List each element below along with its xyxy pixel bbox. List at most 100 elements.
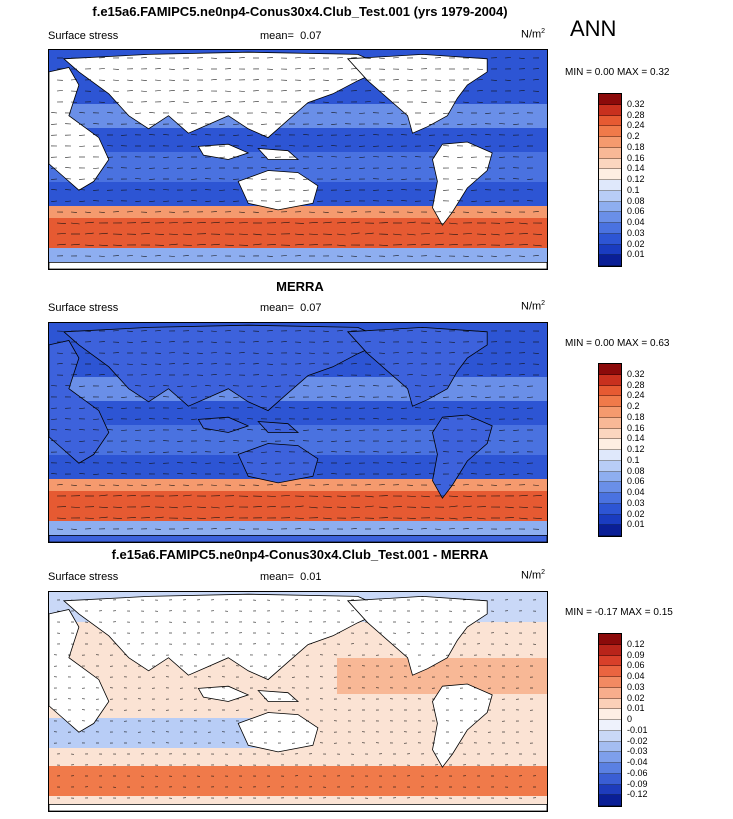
map-field-cell bbox=[391, 521, 409, 527]
map-field-cell bbox=[355, 116, 373, 122]
map-field-cell bbox=[499, 110, 517, 116]
wind-vector bbox=[51, 200, 58, 202]
wind-vector bbox=[98, 516, 108, 519]
map-field-cell bbox=[535, 796, 547, 802]
wind-vector bbox=[364, 341, 371, 343]
map-field-cell bbox=[463, 200, 481, 206]
map-field-cell bbox=[193, 485, 211, 491]
map-field-cell bbox=[337, 742, 355, 748]
map-field-cell bbox=[139, 230, 157, 236]
map-field-cell bbox=[121, 134, 139, 140]
map-field-cell bbox=[355, 766, 373, 772]
map-field-cell bbox=[481, 353, 499, 359]
map-field-cell bbox=[319, 248, 337, 254]
wind-vector bbox=[252, 243, 262, 246]
map-field-cell bbox=[175, 188, 193, 194]
map-field-cell bbox=[355, 790, 373, 796]
wind-vector bbox=[224, 330, 231, 332]
map-field-cell bbox=[409, 724, 427, 730]
map-field-cell bbox=[103, 188, 121, 194]
map-field-cell bbox=[193, 200, 211, 206]
map-field-cell bbox=[139, 772, 157, 778]
map-field-cell bbox=[535, 515, 547, 521]
wind-vector bbox=[84, 221, 94, 224]
map-field-cell bbox=[499, 86, 517, 92]
wind-vector bbox=[504, 79, 511, 81]
map-field-cell bbox=[391, 200, 409, 206]
wind-vector bbox=[98, 255, 105, 257]
map-field-cell bbox=[445, 778, 463, 784]
colorbar-swatch bbox=[599, 364, 621, 375]
map-field-cell bbox=[265, 491, 283, 497]
wind-vector bbox=[303, 429, 310, 431]
map-field-cell bbox=[301, 503, 319, 509]
map-field-cell bbox=[355, 682, 373, 688]
map-field-cell bbox=[373, 467, 391, 473]
map-field-cell bbox=[373, 730, 391, 736]
map-field-cell bbox=[391, 449, 409, 455]
map-field-cell bbox=[427, 212, 445, 218]
wind-vector bbox=[252, 352, 259, 354]
map-field-cell bbox=[193, 473, 211, 479]
map-field-cell bbox=[157, 437, 175, 443]
map-field-cell bbox=[85, 790, 103, 796]
map-field-cell bbox=[175, 182, 193, 188]
colorbar-swatch bbox=[599, 255, 621, 266]
map-field-cell bbox=[463, 395, 481, 401]
map-field-cell bbox=[193, 413, 211, 419]
map-field-cell bbox=[499, 640, 517, 646]
map-field-cell bbox=[301, 236, 319, 242]
map-field-cell bbox=[391, 784, 409, 790]
map-field-cell bbox=[301, 248, 319, 254]
wind-vector bbox=[448, 517, 458, 520]
map-field-cell bbox=[481, 730, 499, 736]
map-field-cell bbox=[445, 323, 463, 329]
map-field-cell bbox=[319, 140, 337, 146]
map-field-cell bbox=[499, 772, 517, 778]
map-field-cell bbox=[103, 437, 121, 443]
map-field-cell bbox=[319, 116, 337, 122]
map-field-cell bbox=[103, 443, 121, 449]
map-field-cell bbox=[535, 335, 547, 341]
map-field-cell bbox=[409, 431, 427, 437]
map-field-cell bbox=[193, 497, 211, 503]
map-field-cell bbox=[499, 365, 517, 371]
map-field-cell bbox=[139, 206, 157, 212]
wind-vector bbox=[513, 385, 520, 387]
map-field-cell bbox=[391, 176, 409, 182]
map-field-cell bbox=[67, 784, 85, 790]
map-field-cell bbox=[319, 224, 337, 230]
map-field-cell bbox=[193, 140, 211, 146]
map-field-cell bbox=[337, 98, 355, 104]
map-field-cell bbox=[337, 718, 355, 724]
wind-vector bbox=[490, 233, 500, 236]
map-field-cell bbox=[211, 248, 229, 254]
wind-vector bbox=[415, 396, 422, 398]
wind-vector bbox=[378, 506, 388, 509]
map-field-cell bbox=[391, 670, 409, 676]
map-field-cell bbox=[409, 407, 427, 413]
map-field-cell bbox=[373, 634, 391, 640]
wind-vector bbox=[499, 407, 506, 409]
map-field-cell bbox=[373, 766, 391, 772]
wind-vector bbox=[378, 57, 385, 59]
map-field-cell bbox=[463, 206, 481, 212]
map-field-cell bbox=[319, 521, 337, 527]
map-field-cell bbox=[535, 521, 547, 527]
map-field-cell bbox=[355, 772, 373, 778]
map-field-cell bbox=[67, 110, 85, 116]
map-field-cell bbox=[355, 473, 373, 479]
map-field-cell bbox=[337, 164, 355, 170]
map-field-cell bbox=[535, 724, 547, 730]
map-field-cell bbox=[247, 230, 265, 236]
wind-vector bbox=[518, 494, 528, 497]
map-field-cell bbox=[319, 389, 337, 395]
map-field-cell bbox=[337, 212, 355, 218]
map-field-cell bbox=[337, 230, 355, 236]
wind-vector bbox=[79, 429, 86, 431]
wind-vector bbox=[233, 134, 240, 136]
map-field-cell bbox=[373, 473, 391, 479]
map-field-cell bbox=[409, 164, 427, 170]
map-field-cell bbox=[517, 485, 535, 491]
map-field-cell bbox=[337, 50, 355, 56]
